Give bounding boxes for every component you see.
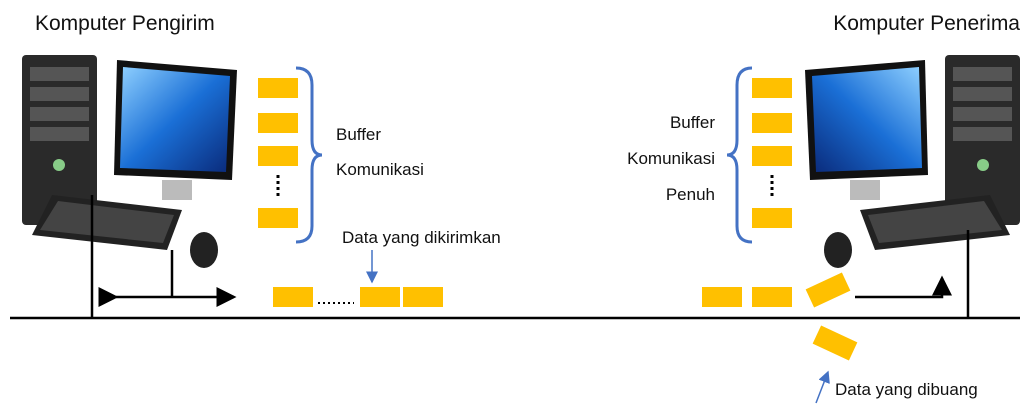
sent-label: Data yang dikirimkan [342,228,501,247]
receiver-computer [805,55,1020,268]
diagram: Komputer Pengirim Komputer Penerima Buff… [0,0,1029,406]
sender-buffer-label: Komunikasi [336,160,424,179]
sender-computer [22,55,237,268]
dropped-pointer [816,372,828,403]
dropped-label: Data yang dibuang [835,380,978,399]
receiver-buffer-label: Penuh [666,185,715,204]
sender-buffer [258,68,322,242]
receiver-buffer-label: Buffer [670,113,715,132]
receiver-title: Komputer Penerima [833,12,1020,35]
packets [273,272,857,360]
receiver-buffer [727,68,792,242]
receiver-buffer-label: Komunikasi [627,149,715,168]
sender-buffer-label: Buffer [336,125,381,144]
sender-title: Komputer Pengirim [35,12,215,35]
